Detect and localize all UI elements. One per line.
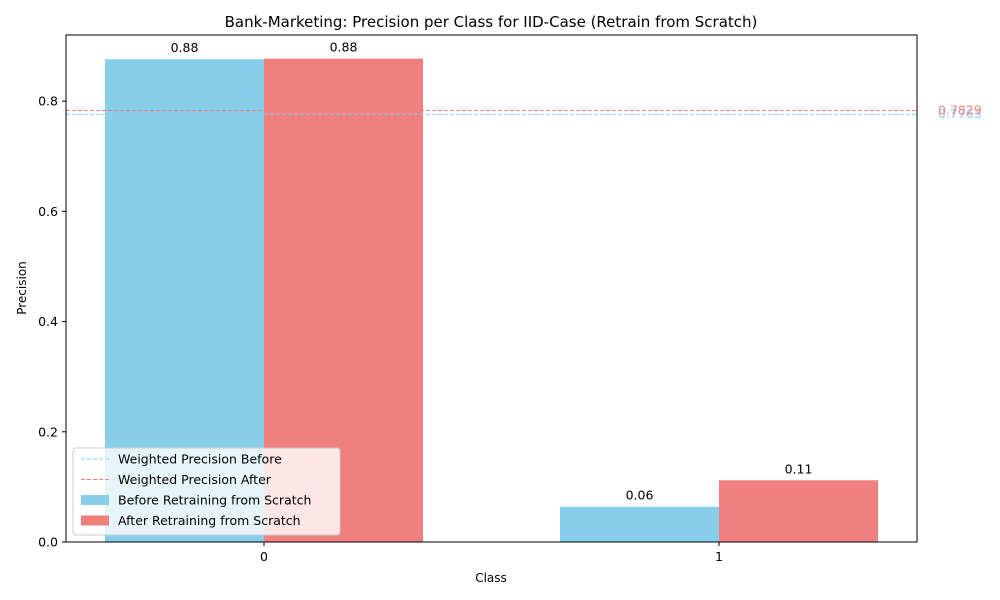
- y-tick-label: 0.0: [38, 535, 58, 550]
- chart-title: Bank-Marketing: Precision per Class for …: [225, 13, 758, 31]
- x-axis-label: Class: [475, 571, 507, 585]
- x-tick-label: 0: [260, 549, 268, 564]
- y-axis: 0.0 0.2 0.4 0.6 0.8: [38, 94, 66, 550]
- bar-value-label: 0.88: [171, 40, 199, 55]
- y-tick-label: 0.8: [38, 94, 58, 109]
- bar-labels-group: 0.88 0.88 0.06 0.11: [171, 40, 813, 503]
- y-tick-label: 0.2: [38, 424, 58, 439]
- reference-line-value: 0.7763: [938, 106, 982, 121]
- legend-entry-label: Weighted Precision Before: [118, 452, 282, 467]
- legend: Weighted Precision Before Weighted Precis…: [72, 447, 341, 536]
- legend-patch-swatch: [81, 515, 109, 526]
- bar-value-label: 0.06: [626, 488, 654, 503]
- legend-patch-swatch: [81, 495, 109, 505]
- y-tick-label: 0.4: [38, 314, 58, 329]
- bars-group: [105, 58, 878, 542]
- legend-entry-label: Before Retraining from Scratch: [118, 493, 311, 508]
- legend-entry-label: After Retraining from Scratch: [118, 513, 301, 528]
- legend-entry-label: Weighted Precision After: [118, 472, 272, 487]
- x-tick-label: 1: [715, 549, 723, 564]
- reference-line-value: 0.7829: [938, 103, 982, 118]
- bar-value-label: 0.11: [785, 461, 813, 476]
- y-tick-label: 0.6: [38, 204, 58, 219]
- bar-after-class-1: [719, 480, 878, 542]
- y-axis-label: Precision: [15, 261, 29, 315]
- bar-value-label: 0.88: [330, 40, 358, 55]
- bar-before-class-1: [560, 506, 719, 542]
- legend-box: [72, 447, 341, 536]
- plot-area-frame: [65, 34, 918, 543]
